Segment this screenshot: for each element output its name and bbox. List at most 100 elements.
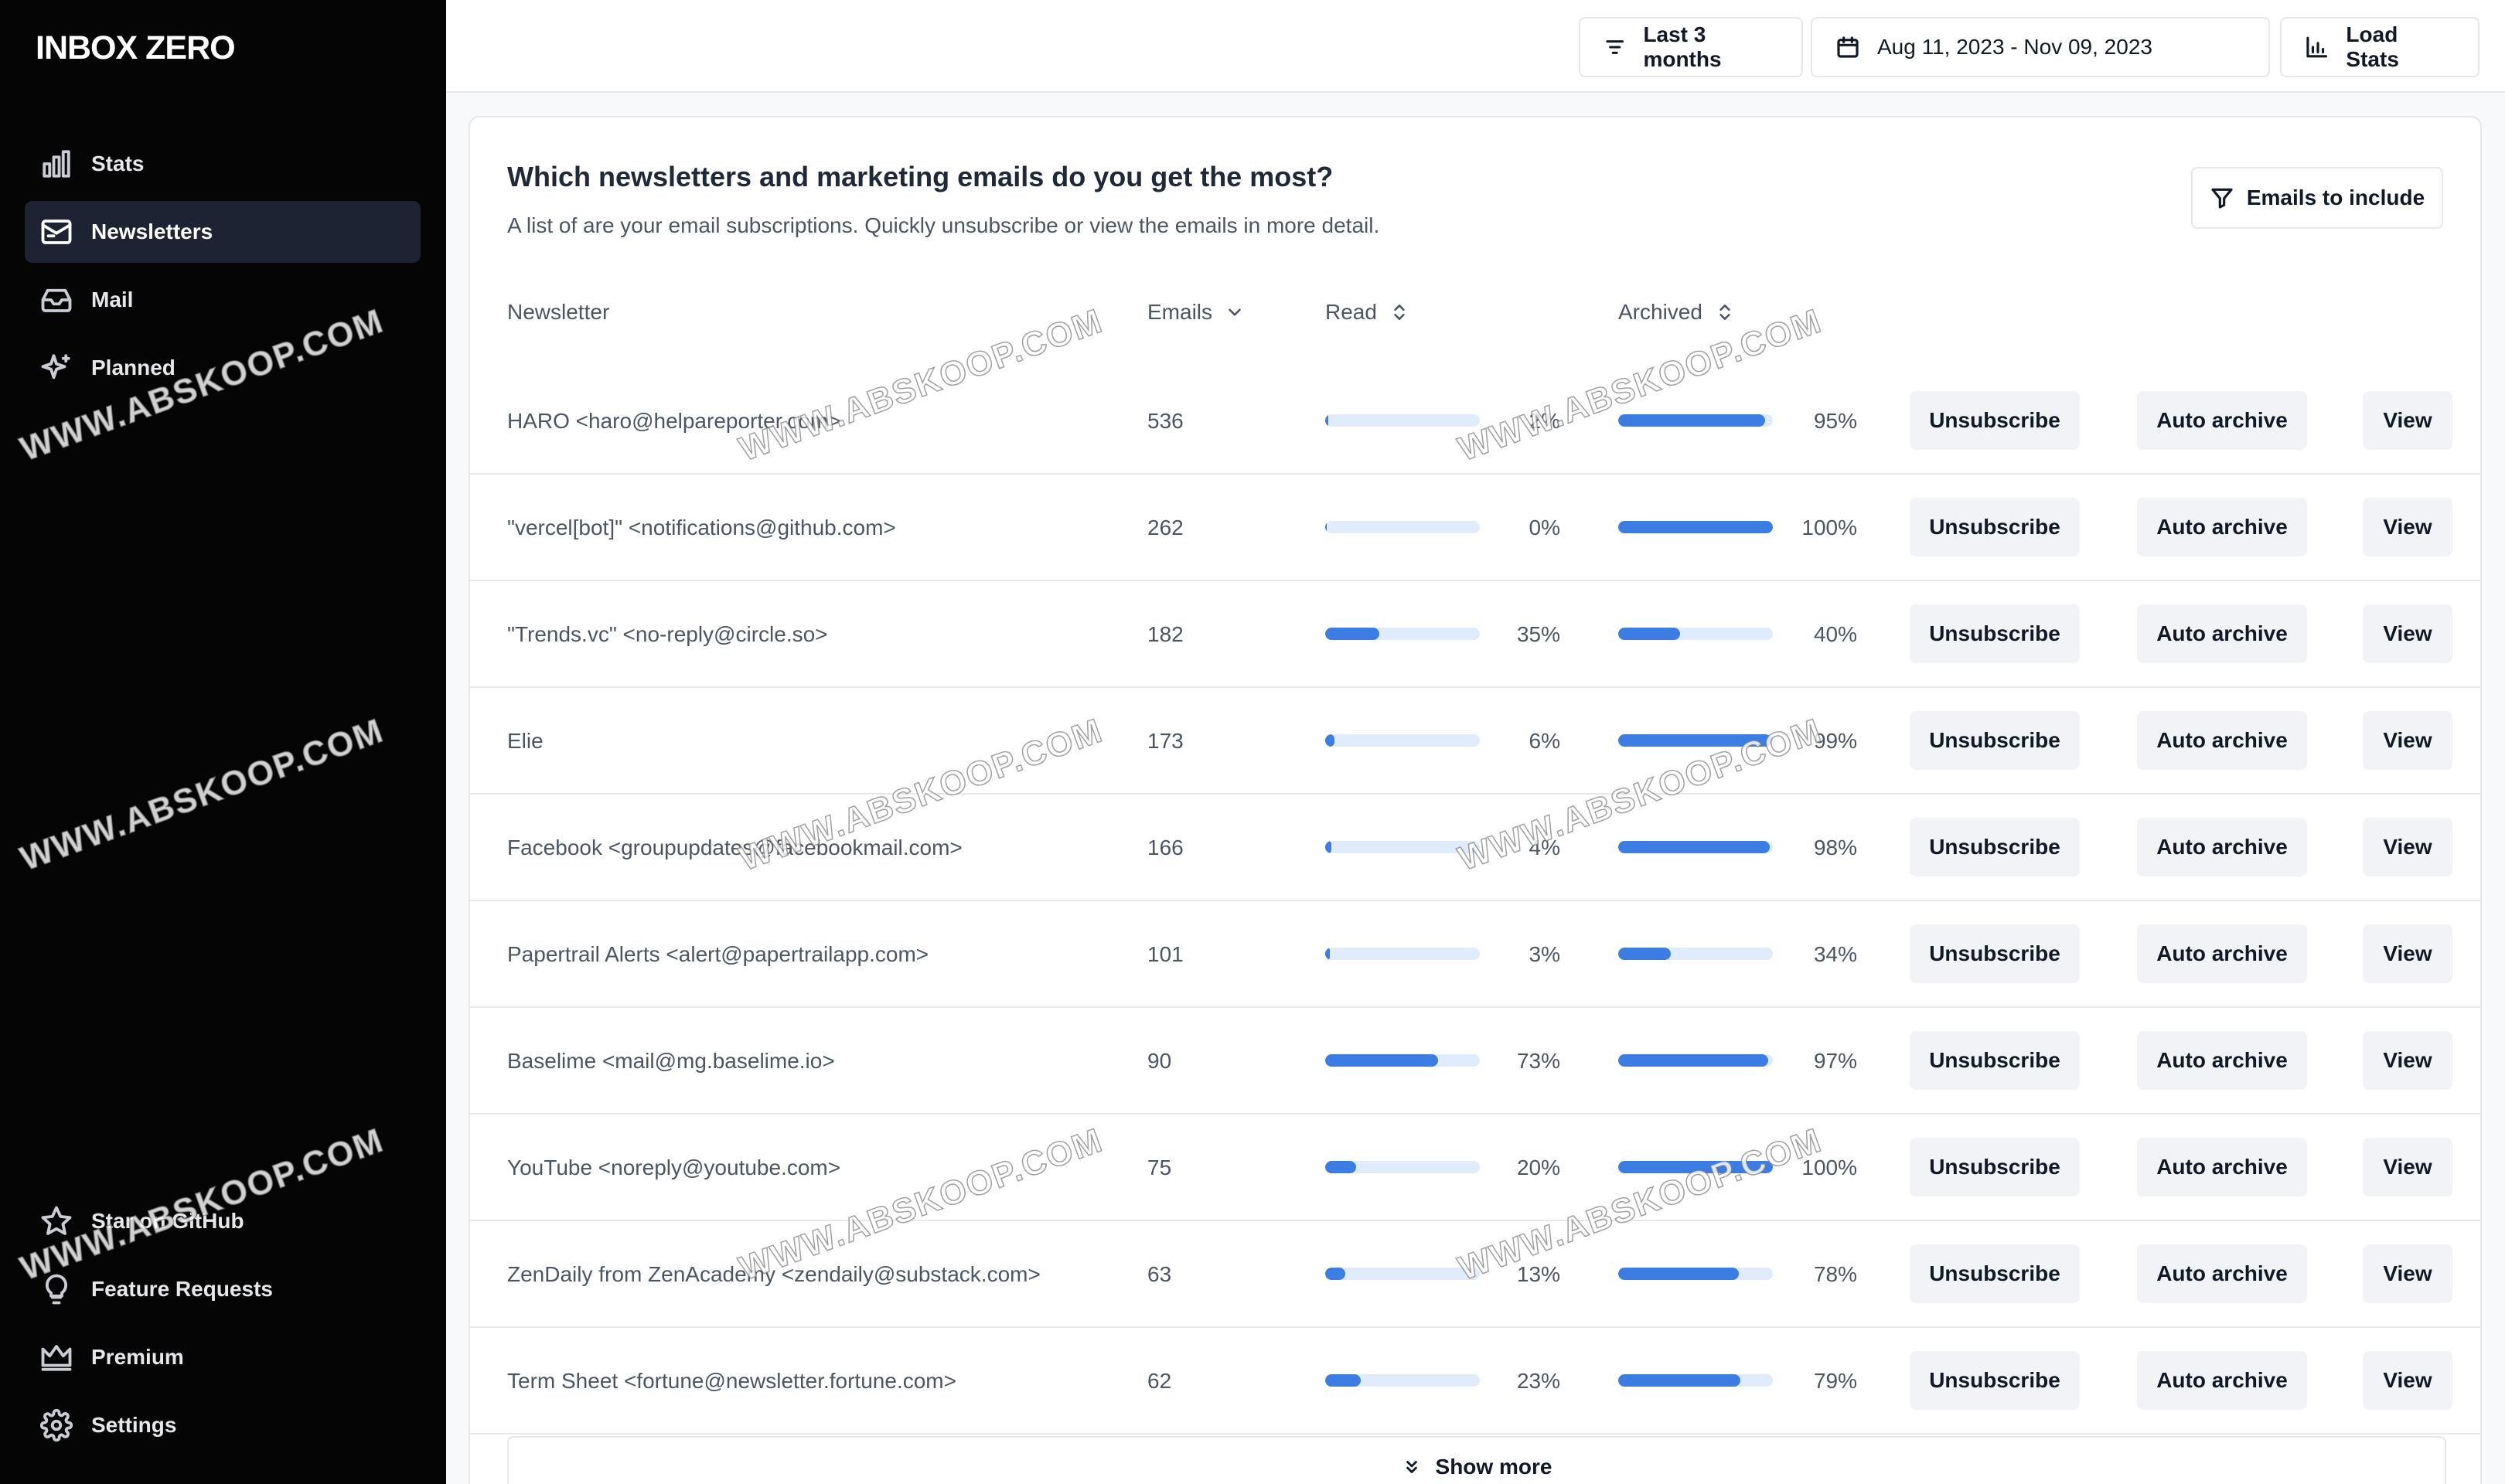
auto-archive-button[interactable]: Auto archive [2137, 818, 2307, 876]
auto-archive-button[interactable]: Auto archive [2137, 391, 2307, 450]
archived-progress-fill [1618, 521, 1773, 533]
date-range-preset-button[interactable]: Last 3 months [1579, 17, 1803, 77]
sort-icon [1719, 305, 1730, 320]
crown-icon [39, 1339, 74, 1375]
archived-percentage: 34% [1813, 942, 1857, 966]
read-progress-fill [1325, 734, 1334, 747]
read-progress-fill [1325, 1161, 1356, 1173]
auto-archive-button[interactable]: Auto archive [2137, 1351, 2307, 1410]
read-percentage: 6% [1529, 729, 1560, 753]
archived-progress-fill [1618, 1374, 1740, 1387]
archived-percentage: 99% [1813, 729, 1857, 753]
chart-icon [2306, 36, 2328, 58]
read-percentage: 4% [1529, 836, 1560, 859]
unsubscribe-button[interactable]: Unsubscribe [1910, 498, 2080, 556]
emails-to-include-button[interactable]: Emails to include [2191, 167, 2443, 229]
archived-progress-fill [1618, 1161, 1773, 1173]
table-row: YouTube <noreply@youtube.com> 75 20% 100… [470, 1115, 2480, 1221]
card-title: Which newsletters and marketing emails d… [507, 161, 1334, 192]
table-row: HARO <haro@helpareporter.com> 536 2% 95%… [470, 368, 2480, 475]
archived-percentage: 78% [1813, 1262, 1857, 1286]
newsletter-sender: "vercel[bot]" <notifications@github.com> [507, 516, 896, 539]
archived-progress-fill [1618, 1268, 1739, 1280]
sidebar-item-label: Star on GitHub [91, 1209, 244, 1233]
load-stats-button[interactable]: Load Stats [2280, 17, 2479, 77]
sidebar-item-label: Premium [91, 1345, 184, 1369]
unsubscribe-button[interactable]: Unsubscribe [1910, 391, 2080, 450]
view-button[interactable]: View [2363, 924, 2452, 983]
date-range-value: Aug 11, 2023 - Nov 09, 2023 [1877, 35, 2152, 59]
archived-progress-fill [1618, 948, 1671, 960]
auto-archive-button[interactable]: Auto archive [2137, 711, 2307, 770]
column-header-newsletter: Newsletter [507, 300, 609, 325]
read-progress-fill [1325, 841, 1331, 853]
auto-archive-button[interactable]: Auto archive [2137, 1244, 2307, 1303]
column-header-label: Emails [1147, 300, 1213, 324]
auto-archive-button[interactable]: Auto archive [2137, 1031, 2307, 1090]
read-progress-fill [1325, 948, 1330, 960]
newsletter-sender: "Trends.vc" <no-reply@circle.so> [507, 622, 828, 646]
view-button[interactable]: View [2363, 1351, 2452, 1410]
view-button[interactable]: View [2363, 1031, 2452, 1090]
sidebar-item-github[interactable]: Star on GitHub [25, 1190, 421, 1252]
view-button[interactable]: View [2363, 1138, 2452, 1196]
app-logo[interactable]: INBOX ZERO [36, 29, 236, 66]
funnel-icon [2211, 188, 2233, 209]
unsubscribe-button[interactable]: Unsubscribe [1910, 1031, 2080, 1090]
sidebar-item-newsletters[interactable]: Newsletters [25, 201, 421, 263]
column-header-archived[interactable]: Archived [1618, 300, 1735, 325]
lightbulb-icon [39, 1271, 74, 1307]
unsubscribe-button[interactable]: Unsubscribe [1910, 1351, 2080, 1410]
view-button[interactable]: View [2363, 1244, 2452, 1303]
email-count: 182 [1147, 622, 1184, 646]
unsubscribe-button[interactable]: Unsubscribe [1910, 1244, 2080, 1303]
read-percentage: 0% [1529, 516, 1560, 539]
sidebar-item-label: Newsletters [91, 220, 213, 243]
sidebar-item-mail[interactable]: Mail [25, 269, 421, 331]
archived-percentage: 79% [1813, 1369, 1857, 1393]
column-header-emails[interactable]: Emails [1147, 300, 1245, 325]
read-progress-fill [1325, 521, 1327, 533]
chevron-down-icon [1229, 308, 1241, 316]
sidebar-item-feature-requests[interactable]: Feature Requests [25, 1258, 421, 1320]
archived-progress-fill [1618, 841, 1770, 853]
date-range-picker[interactable]: Aug 11, 2023 - Nov 09, 2023 [1811, 17, 2270, 77]
unsubscribe-button[interactable]: Unsubscribe [1910, 711, 2080, 770]
view-button[interactable]: View [2363, 818, 2452, 876]
read-progress-bar [1325, 628, 1480, 640]
read-percentage: 13% [1516, 1262, 1560, 1286]
newsletter-sender: ZenDaily from ZenAcademy <zendaily@subst… [507, 1262, 1041, 1286]
chevrons-down-icon [1406, 1461, 1417, 1473]
table-row: Term Sheet <fortune@newsletter.fortune.c… [470, 1328, 2480, 1435]
unsubscribe-button[interactable]: Unsubscribe [1910, 924, 2080, 983]
load-stats-label: Load Stats [2346, 22, 2399, 71]
sidebar-item-planned[interactable]: Planned [25, 337, 421, 399]
auto-archive-button[interactable]: Auto archive [2137, 498, 2307, 556]
sort-icon [1394, 305, 1405, 320]
read-percentage: 20% [1516, 1156, 1560, 1179]
sidebar-item-stats[interactable]: Stats [25, 133, 421, 195]
auto-archive-button[interactable]: Auto archive [2137, 1138, 2307, 1196]
view-button[interactable]: View [2363, 391, 2452, 450]
read-progress-bar [1325, 1054, 1480, 1067]
auto-archive-button[interactable]: Auto archive [2137, 924, 2307, 983]
sidebar-item-premium[interactable]: Premium [25, 1326, 421, 1388]
view-button[interactable]: View [2363, 604, 2452, 663]
archived-progress-bar [1618, 734, 1773, 747]
unsubscribe-button[interactable]: Unsubscribe [1910, 1138, 2080, 1196]
read-progress-bar [1325, 521, 1480, 533]
sidebar-item-settings[interactable]: Settings [25, 1394, 421, 1456]
column-header-read[interactable]: Read [1325, 300, 1409, 325]
newsletter-sender: Baselime <mail@mg.baselime.io> [507, 1049, 835, 1073]
unsubscribe-button[interactable]: Unsubscribe [1910, 818, 2080, 876]
view-button[interactable]: View [2363, 711, 2452, 770]
show-more-button[interactable]: Show more [507, 1436, 2446, 1484]
emails-to-include-label: Emails to include [2246, 186, 2425, 209]
view-button[interactable]: View [2363, 498, 2452, 556]
email-count: 62 [1147, 1369, 1172, 1393]
auto-archive-button[interactable]: Auto archive [2137, 604, 2307, 663]
table-row: "vercel[bot]" <notifications@github.com>… [470, 475, 2480, 581]
unsubscribe-button[interactable]: Unsubscribe [1910, 604, 2080, 663]
archived-percentage: 95% [1813, 409, 1857, 433]
table-row: Facebook <groupupdates@facebookmail.com>… [470, 795, 2480, 901]
